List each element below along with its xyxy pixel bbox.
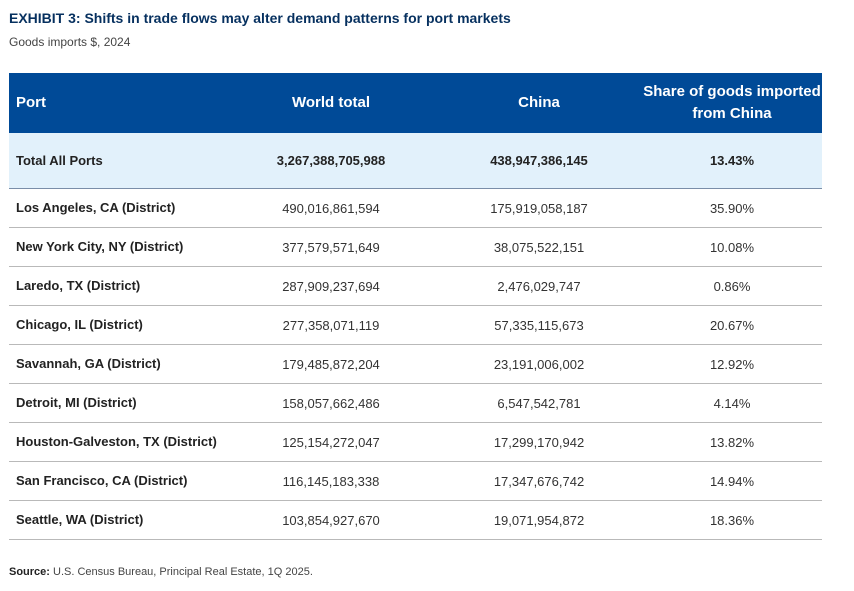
table-row: Seattle, WA (District) 103,854,927,670 19,… <box>9 500 822 540</box>
header-share-china: Share of goods imported from China <box>642 73 822 133</box>
row-share: 14.94% <box>642 461 822 501</box>
row-world-total: 287,909,237,694 <box>226 266 436 306</box>
row-port: Chicago, IL (District) <box>9 305 226 345</box>
header-port: Port <box>9 73 226 133</box>
row-share: 12.92% <box>642 344 822 384</box>
exhibit-subtitle: Goods imports $, 2024 <box>9 35 131 49</box>
source-note: Source: U.S. Census Bureau, Principal Re… <box>9 566 313 578</box>
header-world-total: World total <box>226 73 436 133</box>
row-share: 18.36% <box>642 500 822 540</box>
table-header-row: Port World total China Share of goods im… <box>9 73 822 133</box>
total-share: 13.43% <box>642 133 822 189</box>
row-world-total: 377,579,571,649 <box>226 227 436 267</box>
row-share: 20.67% <box>642 305 822 345</box>
row-china: 19,071,954,872 <box>436 500 642 540</box>
row-world-total: 158,057,662,486 <box>226 383 436 423</box>
row-world-total: 103,854,927,670 <box>226 500 436 540</box>
row-world-total: 125,154,272,047 <box>226 422 436 462</box>
row-china: 23,191,006,002 <box>436 344 642 384</box>
total-world: 3,267,388,705,988 <box>226 133 436 189</box>
row-china: 175,919,058,187 <box>436 188 642 228</box>
row-port: San Francisco, CA (District) <box>9 461 226 501</box>
row-world-total: 116,145,183,338 <box>226 461 436 501</box>
row-china: 57,335,115,673 <box>436 305 642 345</box>
table-row: Detroit, MI (District) 158,057,662,486 6,5… <box>9 383 822 423</box>
row-port: Seattle, WA (District) <box>9 500 226 540</box>
row-port: Los Angeles, CA (District) <box>9 188 226 228</box>
total-row: Total All Ports 3,267,388,705,988 438,94… <box>9 133 822 189</box>
row-share: 13.82% <box>642 422 822 462</box>
row-port: New York City, NY (District) <box>9 227 226 267</box>
source-label: Source: <box>9 566 50 578</box>
row-share: 0.86% <box>642 266 822 306</box>
row-china: 17,299,170,942 <box>436 422 642 462</box>
row-port: Savannah, GA (District) <box>9 344 226 384</box>
table-row: San Francisco, CA (District) 116,145,183,… <box>9 461 822 501</box>
table-row: Savannah, GA (District) 179,485,872,204 23… <box>9 344 822 384</box>
total-china: 438,947,386,145 <box>436 133 642 189</box>
row-china: 17,347,676,742 <box>436 461 642 501</box>
row-china: 38,075,522,151 <box>436 227 642 267</box>
row-port: Laredo, TX (District) <box>9 266 226 306</box>
row-share: 35.90% <box>642 188 822 228</box>
row-world-total: 277,358,071,119 <box>226 305 436 345</box>
row-port: Houston-Galveston, TX (District) <box>9 422 226 462</box>
table-row: Chicago, IL (District) 277,358,071,119 57,… <box>9 305 822 345</box>
exhibit-title: EXHIBIT 3: Shifts in trade flows may alt… <box>9 10 511 26</box>
imports-table: Port World total China Share of goods im… <box>9 73 822 540</box>
total-port: Total All Ports <box>9 133 226 189</box>
row-china: 2,476,029,747 <box>436 266 642 306</box>
row-world-total: 179,485,872,204 <box>226 344 436 384</box>
table-row: Los Angeles, CA (District) 490,016,861,59… <box>9 188 822 228</box>
table-row: Houston-Galveston, TX (District) 125,154,… <box>9 422 822 462</box>
source-text: U.S. Census Bureau, Principal Real Estat… <box>53 566 313 578</box>
header-china: China <box>436 73 642 133</box>
row-world-total: 490,016,861,594 <box>226 188 436 228</box>
table-row: Laredo, TX (District) 287,909,237,694 2,47… <box>9 266 822 306</box>
table-row: New York City, NY (District) 377,579,571,… <box>9 227 822 267</box>
row-share: 10.08% <box>642 227 822 267</box>
row-china: 6,547,542,781 <box>436 383 642 423</box>
row-share: 4.14% <box>642 383 822 423</box>
row-port: Detroit, MI (District) <box>9 383 226 423</box>
